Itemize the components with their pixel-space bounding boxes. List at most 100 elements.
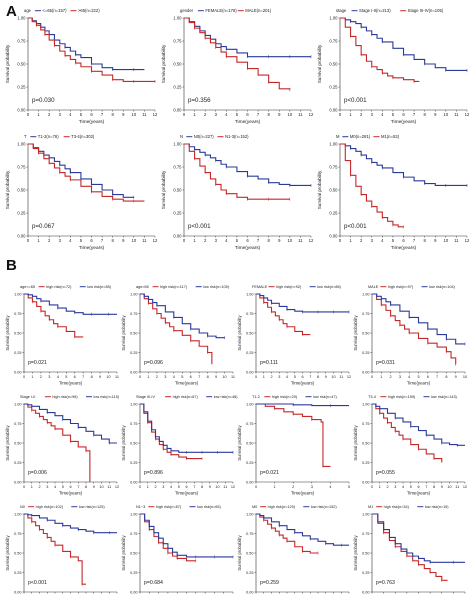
x-tick-label: 9 (215, 375, 217, 379)
x-tick-label: 1 (37, 112, 40, 117)
x-tick-label: 2 (156, 375, 158, 379)
x-tick-label: 1 (37, 238, 40, 243)
y-tick-label: 0.00 (14, 480, 21, 484)
survival-curve (24, 513, 117, 534)
legend-entry: T3-4(n=302) (71, 134, 95, 139)
y-tick-label: 0.00 (130, 480, 137, 484)
x-tick-label: 3 (311, 485, 313, 489)
y-tick-label: 0.00 (173, 233, 182, 238)
x-tick-label: 8 (423, 112, 426, 117)
y-tick-label: 0.50 (173, 187, 182, 192)
legend-entry: low risk(n=65) (197, 505, 221, 509)
survival-curve (372, 513, 448, 581)
y-tick-label: 0.00 (362, 370, 369, 374)
x-tick-label: 11 (223, 485, 227, 489)
x-tick-label: 10 (131, 238, 136, 243)
km-plot-17: M0 high risk(n=129) low risk(n=152) 0.00 0.2… (237, 505, 350, 594)
x-tick-label: 7 (413, 238, 416, 243)
p-value: p=0.111 (260, 360, 278, 366)
p-value: p<0.001 (344, 223, 367, 230)
x-tick-label: 12 (153, 112, 158, 117)
x-tick-label: 11 (115, 375, 119, 379)
x-tick-label: 6 (417, 485, 419, 489)
x-axis-label: Time(years) (59, 490, 83, 495)
x-tick-label: 6 (69, 485, 71, 489)
y-tick-label: 0.25 (130, 351, 137, 355)
x-tick-label: 0 (339, 238, 342, 243)
survival-curve (256, 513, 349, 546)
x-tick-label: 1 (31, 485, 33, 489)
survival-curve (28, 17, 145, 71)
legend-entry: high risk(n=117) (160, 285, 188, 289)
x-tick-label: 10 (443, 112, 448, 117)
survival-curve (340, 143, 467, 186)
y-tick-label: 0.75 (130, 422, 137, 426)
y-tick-label: 0.25 (246, 461, 253, 465)
x-tick-label: 1 (263, 375, 265, 379)
x-tick-label: 7 (257, 238, 260, 243)
x-tick-label: 6 (246, 238, 249, 243)
y-tick-label: 0.25 (329, 210, 338, 215)
p-value: p=0.006 (28, 470, 47, 476)
y-tick-label: 0.75 (329, 164, 338, 169)
survival-curve (340, 17, 420, 83)
x-tick-label: 4 (225, 112, 228, 117)
x-tick-label: 8 (207, 375, 209, 379)
km-plot-11: Stage I-II high risk(n=98) low risk(n=115)… (5, 395, 120, 495)
x-tick-label: 8 (317, 375, 319, 379)
x-tick-label: 11 (339, 375, 343, 379)
y-tick-label: 0.25 (130, 461, 137, 465)
x-tick-label: 8 (445, 375, 447, 379)
p-value: p<0.001 (28, 580, 47, 586)
x-tick-label: 1 (274, 485, 276, 489)
x-tick-label: 9 (209, 485, 211, 489)
y-axis-label: Survival probability (353, 425, 358, 461)
y-tick-label: 1.00 (130, 402, 137, 406)
x-axis-label: Time(years) (59, 380, 83, 385)
x-tick-label: 1 (193, 238, 196, 243)
x-tick-label: 0 (371, 375, 373, 379)
x-axis-label: Time(years) (291, 490, 315, 495)
y-tick-label: 0.25 (130, 571, 137, 575)
x-tick-label: 5 (178, 485, 180, 489)
x-tick-label: 2 (292, 485, 294, 489)
legend-title: N (180, 134, 183, 139)
km-plot-6: M M0(n=281) M1(n=53) 0.00 0.25 0.50 0.75 1.00 0 1… (317, 134, 470, 251)
p-value: p=0.021 (260, 470, 279, 476)
x-tick-label: 6 (246, 112, 249, 117)
x-tick-label: 1 (349, 238, 352, 243)
survival-curve (256, 293, 311, 336)
x-tick-label: 8 (433, 485, 435, 489)
x-tick-label: 7 (198, 375, 200, 379)
legend-entry: low risk(n=85) (87, 285, 111, 289)
legend-entry: low risk(n=152) (311, 505, 338, 509)
x-tick-label: 7 (425, 485, 427, 489)
x-tick-label: 12 (465, 112, 470, 117)
km-plot-4: T T1-2(n=76) T3-4(n=302) 0.00 0.25 0.50 0.75 1.… (5, 134, 158, 251)
y-tick-label: 0.50 (130, 331, 137, 335)
legend-entry: low risk(n=86) (317, 285, 341, 289)
x-tick-label: 2 (38, 485, 40, 489)
y-tick-label: 0.50 (246, 441, 253, 445)
y-tick-label: 0.25 (14, 571, 21, 575)
y-tick-label: 0.50 (362, 441, 369, 445)
x-tick-label: 0 (371, 485, 373, 489)
x-tick-label: 2 (48, 238, 51, 243)
y-tick-label: 0.25 (173, 84, 182, 89)
x-tick-label: 1 (147, 375, 149, 379)
survival-curve (256, 403, 349, 407)
x-tick-label: 12 (465, 238, 470, 243)
x-tick-label: 8 (111, 238, 114, 243)
y-tick-label: 0.50 (17, 61, 26, 66)
x-tick-label: 3 (164, 375, 166, 379)
x-tick-label: 4 (69, 238, 72, 243)
y-tick-label: 0.00 (246, 590, 253, 594)
legend-title: age (24, 8, 32, 13)
x-tick-label: 3 (59, 238, 62, 243)
x-tick-label: 3 (215, 112, 218, 117)
x-tick-label: 8 (85, 485, 87, 489)
legend-entry: low risk(n=47) (313, 395, 337, 399)
survival-curve (28, 17, 155, 83)
y-tick-label: 1.00 (14, 402, 21, 406)
km-plot-5: N N0(n=227) N1-3(n=152) 0.00 0.25 0.50 0.75 1.0… (161, 134, 314, 251)
